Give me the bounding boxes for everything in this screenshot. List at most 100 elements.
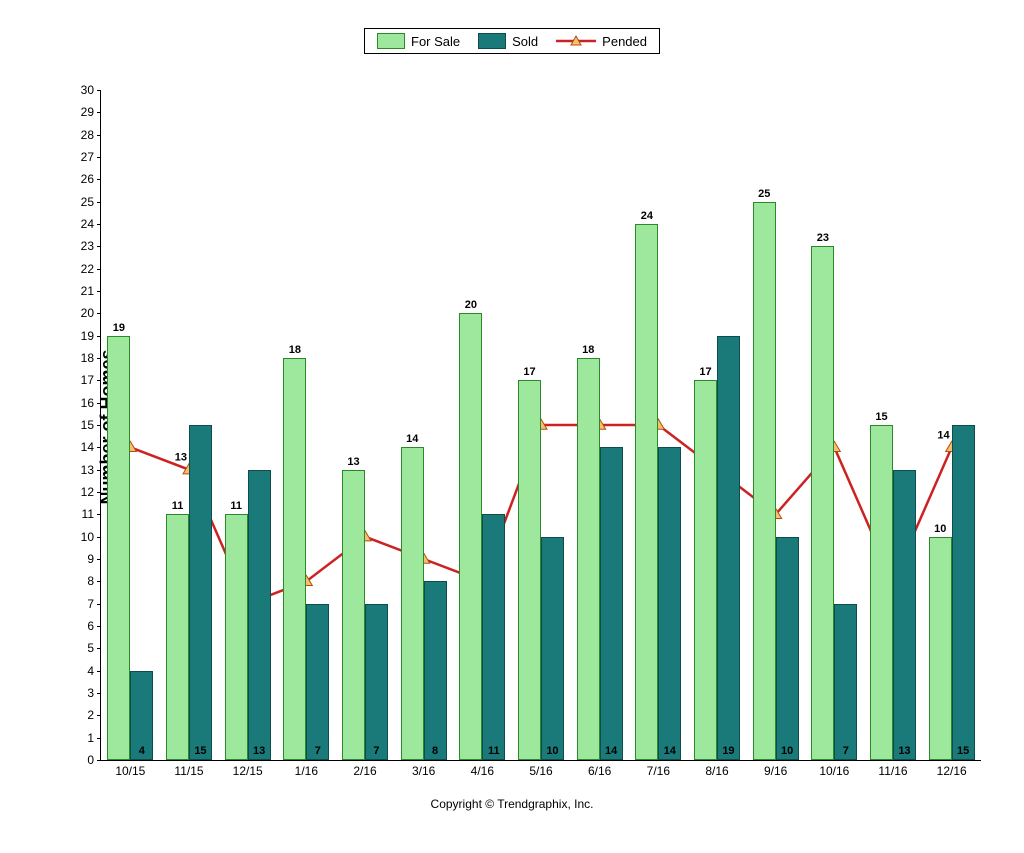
bar-label-sold: 14 bbox=[605, 745, 617, 757]
y-tick-mark bbox=[97, 537, 101, 538]
x-tick-label: 10/15 bbox=[115, 764, 145, 778]
bar-sold bbox=[482, 514, 505, 760]
bar-label-for-sale: 19 bbox=[113, 322, 125, 334]
y-tick-label: 16 bbox=[81, 396, 94, 410]
bar-sold bbox=[424, 581, 447, 760]
y-tick-mark bbox=[97, 447, 101, 448]
x-tick-label: 5/16 bbox=[529, 764, 552, 778]
bar-label-sold: 4 bbox=[139, 745, 145, 757]
y-tick-mark bbox=[97, 358, 101, 359]
bar-label-for-sale: 25 bbox=[758, 188, 770, 200]
bar-label-sold: 15 bbox=[957, 745, 969, 757]
bar-for-sale bbox=[518, 380, 541, 760]
legend-swatch-for_sale bbox=[377, 33, 405, 49]
bar-sold bbox=[776, 537, 799, 760]
bar-label-sold: 7 bbox=[315, 745, 321, 757]
y-tick-mark bbox=[97, 313, 101, 314]
bar-label-sold: 13 bbox=[898, 745, 910, 757]
bar-label-for-sale: 23 bbox=[817, 232, 829, 244]
y-tick-label: 3 bbox=[87, 686, 94, 700]
y-tick-mark bbox=[97, 604, 101, 605]
y-tick-mark bbox=[97, 403, 101, 404]
x-tick-label: 7/16 bbox=[647, 764, 670, 778]
y-tick-mark bbox=[97, 559, 101, 560]
bar-for-sale bbox=[811, 246, 834, 760]
y-tick-mark bbox=[97, 380, 101, 381]
bar-label-sold: 8 bbox=[432, 745, 438, 757]
bar-sold bbox=[893, 470, 916, 760]
y-tick-mark bbox=[97, 760, 101, 761]
bar-for-sale bbox=[870, 425, 893, 760]
y-tick-mark bbox=[97, 715, 101, 716]
pended-value-label: 13 bbox=[175, 452, 187, 464]
y-tick-label: 28 bbox=[81, 128, 94, 142]
y-tick-mark bbox=[97, 90, 101, 91]
bar-label-sold: 13 bbox=[253, 745, 265, 757]
y-tick-label: 19 bbox=[81, 329, 94, 343]
y-tick-mark bbox=[97, 492, 101, 493]
bar-label-sold: 7 bbox=[373, 745, 379, 757]
y-tick-label: 4 bbox=[87, 664, 94, 678]
legend-swatch-sold bbox=[478, 33, 506, 49]
y-tick-label: 11 bbox=[82, 507, 94, 521]
y-tick-mark bbox=[97, 671, 101, 672]
bar-label-sold: 7 bbox=[843, 745, 849, 757]
legend-item-for_sale: For Sale bbox=[377, 33, 460, 49]
y-tick-mark bbox=[97, 246, 101, 247]
bar-sold bbox=[189, 425, 212, 760]
bar-sold bbox=[541, 537, 564, 760]
bar-for-sale bbox=[107, 336, 130, 760]
y-tick-label: 25 bbox=[81, 195, 94, 209]
bar-label-for-sale: 10 bbox=[934, 523, 946, 535]
y-tick-mark bbox=[97, 648, 101, 649]
bar-label-sold: 14 bbox=[664, 745, 676, 757]
bar-for-sale bbox=[225, 514, 248, 760]
y-tick-mark bbox=[97, 470, 101, 471]
y-tick-mark bbox=[97, 269, 101, 270]
bar-label-for-sale: 15 bbox=[875, 411, 887, 423]
x-tick-label: 3/16 bbox=[412, 764, 435, 778]
y-tick-label: 17 bbox=[81, 373, 94, 387]
chart-container: For SaleSoldPended Number of Homes 14137… bbox=[0, 0, 1024, 853]
x-tick-label: 9/16 bbox=[764, 764, 787, 778]
y-tick-mark bbox=[97, 291, 101, 292]
x-tick-label: 12/16 bbox=[937, 764, 967, 778]
y-tick-mark bbox=[97, 336, 101, 337]
y-tick-label: 23 bbox=[81, 239, 94, 253]
y-tick-label: 15 bbox=[81, 418, 94, 432]
bar-sold bbox=[248, 470, 271, 760]
y-tick-mark bbox=[97, 738, 101, 739]
bar-sold bbox=[952, 425, 975, 760]
bar-for-sale bbox=[283, 358, 306, 760]
bar-for-sale bbox=[635, 224, 658, 760]
bar-for-sale bbox=[694, 380, 717, 760]
bar-label-sold: 19 bbox=[722, 745, 734, 757]
y-tick-mark bbox=[97, 514, 101, 515]
y-tick-label: 14 bbox=[81, 440, 94, 454]
y-tick-label: 20 bbox=[81, 306, 94, 320]
bar-for-sale bbox=[401, 447, 424, 760]
y-tick-label: 10 bbox=[81, 530, 94, 544]
bar-for-sale bbox=[459, 313, 482, 760]
bar-for-sale bbox=[929, 537, 952, 760]
bar-sold bbox=[717, 336, 740, 760]
x-tick-label: 6/16 bbox=[588, 764, 611, 778]
x-tick-label: 8/16 bbox=[705, 764, 728, 778]
legend-swatch-pended bbox=[556, 33, 596, 49]
bar-for-sale bbox=[342, 470, 365, 760]
x-tick-label: 12/15 bbox=[233, 764, 263, 778]
x-tick-label: 2/16 bbox=[353, 764, 376, 778]
y-tick-mark bbox=[97, 112, 101, 113]
bar-label-sold: 11 bbox=[488, 745, 500, 757]
bar-label-sold: 10 bbox=[781, 745, 793, 757]
y-tick-mark bbox=[97, 202, 101, 203]
legend-label-sold: Sold bbox=[512, 34, 538, 49]
copyright-text: Copyright © Trendgraphix, Inc. bbox=[431, 797, 594, 811]
y-tick-label: 8 bbox=[87, 574, 94, 588]
y-tick-label: 1 bbox=[87, 731, 94, 745]
x-tick-label: 11/16 bbox=[878, 764, 907, 778]
y-tick-mark bbox=[97, 581, 101, 582]
plot-area: 1413781098151515131114814 19410/15111511… bbox=[100, 90, 981, 761]
legend: For SaleSoldPended bbox=[364, 28, 660, 54]
bar-sold bbox=[365, 604, 388, 760]
